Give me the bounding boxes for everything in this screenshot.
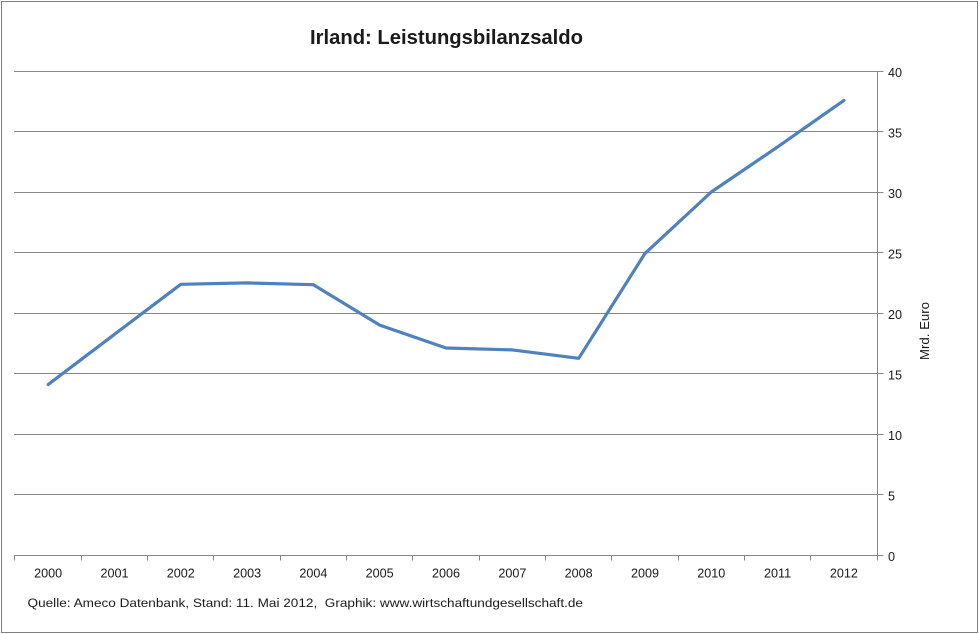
svg-text:2012: 2012 xyxy=(830,567,858,581)
svg-text:20: 20 xyxy=(888,308,902,322)
svg-text:35: 35 xyxy=(888,126,902,140)
svg-text:2002: 2002 xyxy=(167,567,195,581)
svg-text:2001: 2001 xyxy=(100,567,128,581)
svg-text:0: 0 xyxy=(888,550,895,564)
svg-text:Irland: Leistungsbilanzsaldo: Irland: Leistungsbilanzsaldo xyxy=(310,27,583,49)
svg-text:2003: 2003 xyxy=(233,567,261,581)
svg-text:Mrd. Euro: Mrd. Euro xyxy=(918,302,932,360)
svg-text:2011: 2011 xyxy=(764,567,791,581)
svg-text:2000: 2000 xyxy=(34,567,62,581)
svg-text:25: 25 xyxy=(888,247,902,261)
svg-text:5: 5 xyxy=(888,489,895,503)
svg-text:15: 15 xyxy=(888,368,902,382)
svg-text:2009: 2009 xyxy=(631,567,659,581)
svg-text:2007: 2007 xyxy=(498,567,526,581)
svg-text:30: 30 xyxy=(888,187,902,201)
svg-text:40: 40 xyxy=(888,66,902,80)
svg-text:2004: 2004 xyxy=(299,567,327,581)
svg-text:2010: 2010 xyxy=(697,567,725,581)
svg-text:2006: 2006 xyxy=(432,567,460,581)
svg-text:2005: 2005 xyxy=(366,567,394,581)
svg-text:Quelle: Ameco Datenbank, Stand: Quelle: Ameco Datenbank, Stand: 11. Mai … xyxy=(28,596,584,610)
svg-text:2008: 2008 xyxy=(565,567,593,581)
svg-text:10: 10 xyxy=(888,429,902,443)
